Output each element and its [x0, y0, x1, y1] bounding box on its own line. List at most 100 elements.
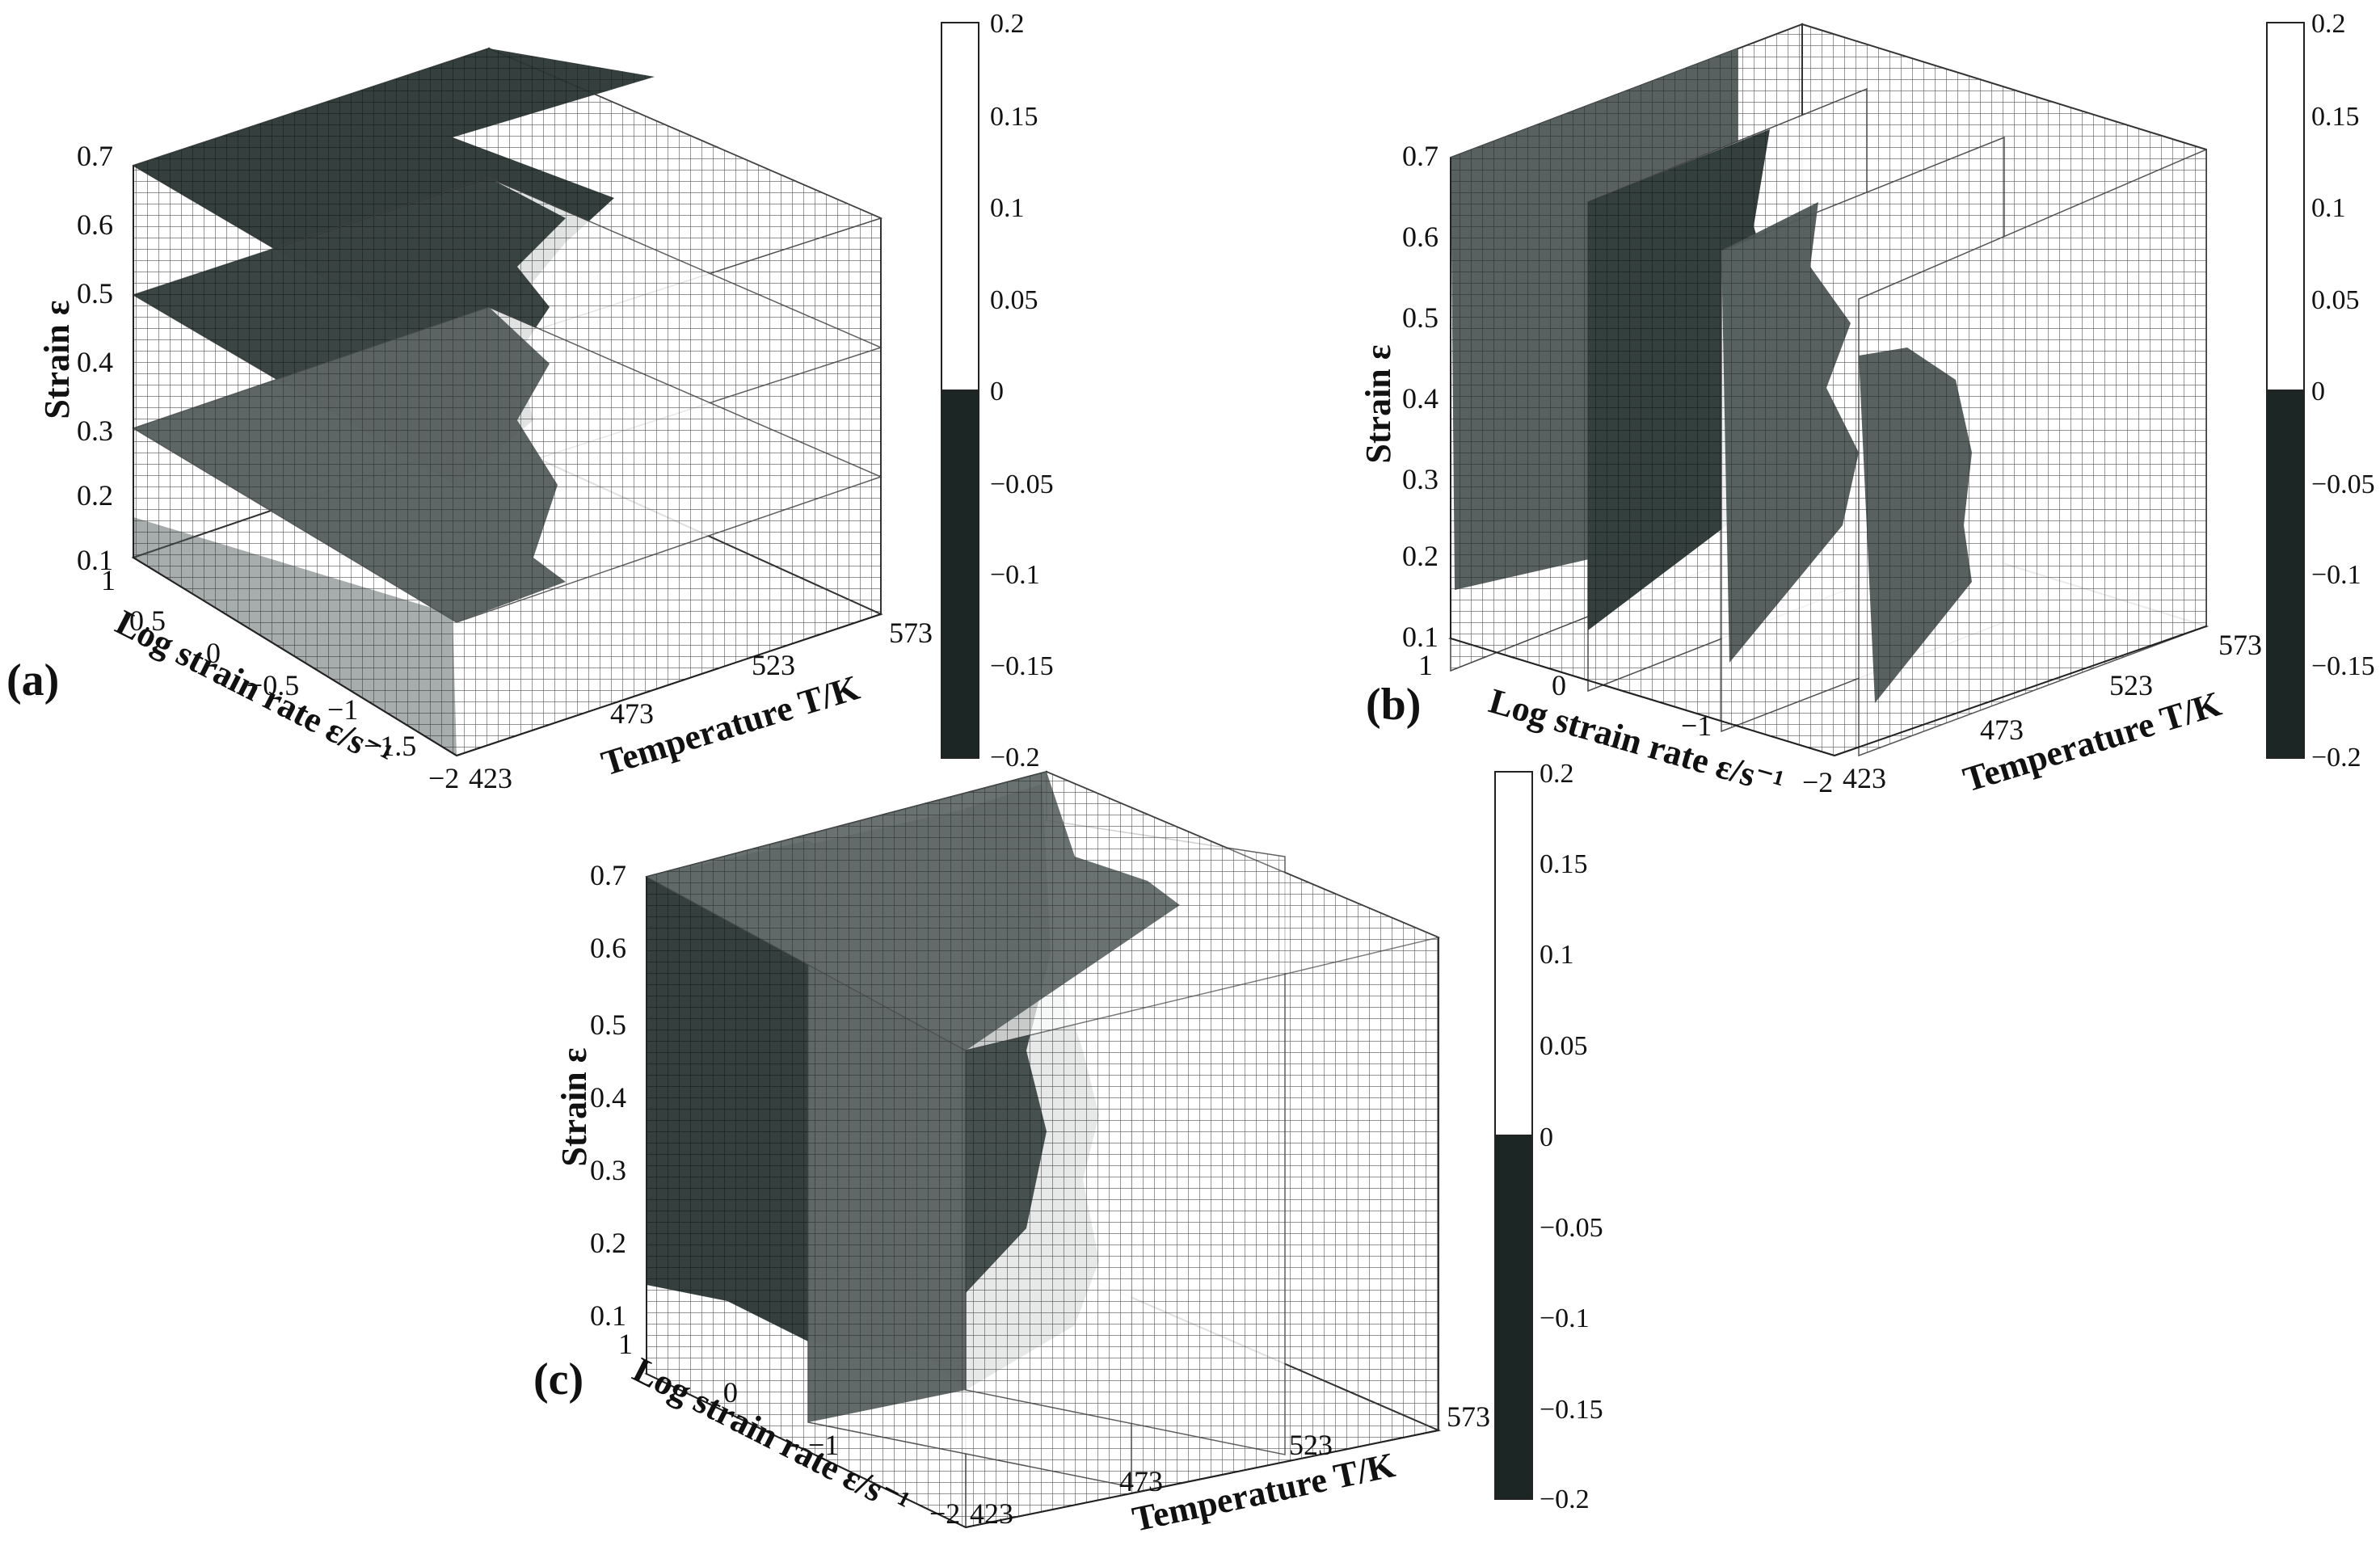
panel-a-z-tick: 0.6 [77, 208, 113, 241]
panel-a-y-ticks: 1 0.5 0 −0.5 −1 −1.5 −2 [101, 564, 459, 794]
panel-b: 0.7 0.6 0.5 0.4 0.3 0.2 0.1 Strain ε 1 0… [1358, 9, 2375, 802]
panel-b-cb-tick: −0.1 [2311, 560, 2361, 590]
panel-a-x-tick: 423 [469, 762, 512, 794]
panel-b-cb-tick: 0 [2311, 377, 2325, 406]
panel-b-x-tick: 473 [1980, 714, 2024, 746]
panel-a-z-tick: 0.2 [77, 479, 113, 512]
panel-b-z-tick: 0.2 [1402, 540, 1439, 572]
panel-b-cb-tick: 0.1 [2311, 193, 2346, 223]
panel-b-x-ticks: 423 473 523 573 [1843, 629, 2262, 794]
panel-c-y-ticks: 1 0 −1 −2 [618, 1328, 960, 1530]
panel-b-y-tick: 0 [1552, 669, 1566, 701]
panel-c-x-tick: 573 [1447, 1400, 1490, 1433]
panel-a-y-tick: 0.5 [129, 604, 166, 637]
panel-c-cb-tick: 0.15 [1540, 849, 1588, 879]
panel-a-cb-tick: 0 [990, 377, 1004, 406]
panel-a-z-tick: 0.7 [77, 140, 113, 172]
panel-a-label: (a) [6, 655, 59, 705]
panel-a-z-tick: 0.1 [77, 544, 113, 576]
panel-a-x-tick: 523 [752, 649, 795, 681]
panel-b-z-tick: 0.6 [1402, 221, 1439, 253]
panel-b-z-ticks: 0.7 0.6 0.5 0.4 0.3 0.2 0.1 [1402, 140, 1439, 653]
panel-b-cb-tick: −0.2 [2311, 743, 2361, 773]
panel-a-z-tick: 0.5 [77, 277, 113, 310]
panel-c-z-ticks: 0.7 0.6 0.5 0.4 0.3 0.2 0.1 [590, 859, 626, 1332]
panel-b-label: (b) [1366, 680, 1421, 730]
panel-a-cb-tick: −0.05 [990, 470, 1054, 499]
panel-a-y-tick: −2 [428, 762, 459, 794]
panel-b-y-tick: −1 [1681, 710, 1712, 742]
panel-c-z-tick: 0.1 [590, 1299, 626, 1332]
panel-b-y-ticks: 1 0 −1 −2 [1418, 649, 1833, 798]
panel-c-y-tick: −2 [929, 1497, 960, 1530]
panel-a-cb-tick: 0.1 [990, 193, 1025, 223]
panel-c: 0.7 0.6 0.5 0.4 0.3 0.2 0.1 Strain ε 1 0… [533, 759, 1603, 1539]
panel-c-colorbar-ticks: 0.2 0.15 0.1 0.05 0 −0.05 −0.1 −0.15 −0.… [1540, 759, 1603, 1514]
panel-b-cb-tick: −0.15 [2311, 651, 2375, 681]
panel-b-cb-tick: −0.05 [2311, 470, 2375, 499]
panel-c-x-tick: 423 [970, 1497, 1013, 1530]
panel-b-cb-tick: 0.15 [2311, 102, 2360, 132]
panel-a-cb-tick: −0.2 [990, 743, 1040, 773]
panel-b-z-tick: 0.7 [1402, 140, 1439, 172]
panel-a-cb-tick: 0.2 [990, 9, 1025, 39]
panel-c-cb-tick: −0.2 [1540, 1485, 1590, 1514]
panel-b-z-tick: 0.4 [1402, 382, 1439, 415]
panel-c-cb-tick: −0.05 [1540, 1213, 1603, 1243]
panel-c-y-tick: −1 [808, 1429, 839, 1461]
panel-a-y-tick: −0.5 [246, 669, 299, 701]
panel-c-cb-tick: 0.1 [1540, 940, 1574, 970]
panel-a-z-tick: 0.4 [77, 346, 113, 378]
panel-a-cb-tick: 0.15 [990, 102, 1038, 132]
panel-b-cb-tick: 0.2 [2311, 9, 2346, 39]
panel-c-y-tick: 1 [618, 1328, 633, 1360]
panel-a-y-tick: −1 [327, 693, 358, 726]
panel-a-z-tick: 0.3 [77, 415, 113, 447]
panel-c-z-tick: 0.4 [590, 1081, 626, 1114]
panel-a-colorbar [941, 22, 979, 759]
panel-b-x-tick: 573 [2218, 629, 2262, 661]
panel-a-x-tick: 573 [889, 617, 933, 649]
panel-b-x-tick: 523 [2109, 669, 2153, 701]
panel-a: 0.7 0.6 0.5 0.4 0.3 0.2 0.1 Strain ε 1 0… [6, 9, 1054, 794]
panel-b-colorbar-ticks: 0.2 0.15 0.1 0.05 0 −0.05 −0.1 −0.15 −0.… [2311, 9, 2375, 773]
panel-a-z-axis-title: Strain ε [37, 300, 77, 419]
panel-c-cb-tick: 0.2 [1540, 759, 1574, 789]
panel-b-z-tick: 0.1 [1402, 621, 1439, 653]
panel-c-x-tick: 523 [1289, 1429, 1333, 1461]
panel-b-z-axis-title: Strain ε [1358, 344, 1398, 463]
panel-c-z-tick: 0.6 [590, 932, 626, 964]
panel-a-cb-tick: 0.05 [990, 285, 1038, 315]
panel-c-z-tick: 0.2 [590, 1227, 626, 1259]
panel-b-surfaces [1447, 23, 2209, 757]
panel-c-y-tick: 0 [723, 1376, 738, 1409]
panel-c-colorbar [1494, 771, 1533, 1500]
panel-b-colorbar [2266, 22, 2305, 759]
panel-a-z-ticks: 0.7 0.6 0.5 0.4 0.3 0.2 0.1 [77, 140, 113, 576]
panel-c-label: (c) [533, 1354, 583, 1404]
panel-a-cb-tick: −0.1 [990, 560, 1040, 590]
panel-a-y-tick: 1 [101, 564, 116, 596]
panel-c-cb-tick: −0.1 [1540, 1303, 1590, 1333]
panel-a-x-tick: 473 [610, 697, 654, 730]
panel-c-cb-tick: 0.05 [1540, 1031, 1588, 1061]
panel-b-y-tick: 1 [1418, 649, 1433, 681]
panel-a-y-tick: 0 [206, 637, 221, 669]
panel-c-z-tick: 0.5 [590, 1009, 626, 1041]
panel-a-y-tick: −1.5 [364, 730, 416, 762]
panel-b-z-tick: 0.3 [1402, 463, 1439, 495]
panel-a-cb-tick: −0.15 [990, 651, 1054, 681]
panel-a-x-ticks: 423 473 523 573 [469, 617, 933, 794]
panel-c-z-axis-title: Strain ε [554, 1047, 594, 1166]
panel-c-surfaces [644, 770, 1442, 1529]
panel-c-x-ticks: 423 473 523 573 [970, 1400, 1490, 1530]
panel-a-colorbar-ticks: 0.2 0.15 0.1 0.05 0 −0.05 −0.1 −0.15 −0.… [990, 9, 1054, 773]
panel-c-z-tick: 0.7 [590, 859, 626, 891]
panel-c-z-tick: 0.3 [590, 1154, 626, 1186]
panel-a-surfaces [131, 47, 883, 757]
panel-b-z-tick: 0.5 [1402, 301, 1439, 334]
panel-c-x-tick: 473 [1119, 1465, 1163, 1497]
panel-c-cb-tick: −0.15 [1540, 1395, 1603, 1425]
panel-b-cb-tick: 0.05 [2311, 285, 2360, 315]
